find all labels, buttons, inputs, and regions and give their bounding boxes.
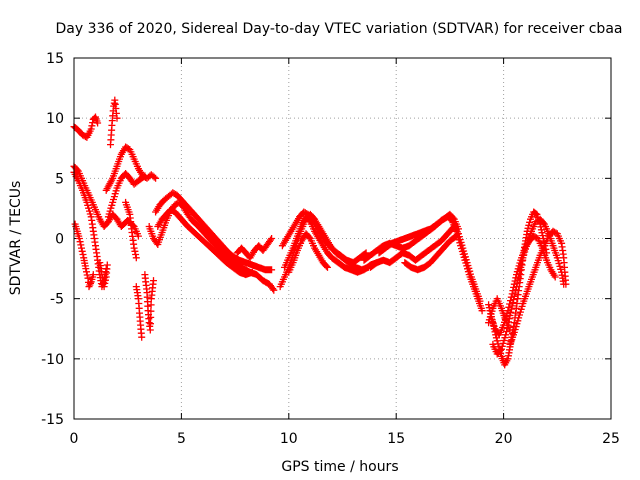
data-markers <box>366 223 484 305</box>
series-track-21 <box>366 223 484 305</box>
data-markers <box>487 232 559 339</box>
data-markers <box>485 295 514 334</box>
data-markers <box>122 198 140 262</box>
series-track-23 <box>401 232 460 274</box>
x-tick-label: 0 <box>70 431 79 447</box>
x-tick-label: 15 <box>387 431 405 447</box>
data-markers <box>278 208 370 267</box>
y-tick-label: 10 <box>46 111 64 127</box>
series-track-12 <box>145 198 278 294</box>
data-markers <box>70 113 102 141</box>
y-tick-label: -5 <box>50 292 64 308</box>
y-tick-label: 5 <box>55 171 64 187</box>
data-markers <box>71 220 97 291</box>
series-track-14 <box>154 206 256 279</box>
series-track-28 <box>485 295 514 334</box>
series-track-8 <box>104 170 149 221</box>
series-track-27 <box>506 227 570 348</box>
data-markers <box>141 271 157 334</box>
series-track-18 <box>278 208 370 267</box>
data-markers <box>152 189 276 274</box>
series-track-11 <box>141 271 157 334</box>
y-axis-label: SDTVAR / TECUs <box>8 181 24 296</box>
series-track-6 <box>107 96 121 149</box>
data-markers <box>375 210 462 257</box>
data-markers <box>285 230 331 276</box>
series-track-5 <box>96 259 111 291</box>
series-track-22 <box>375 210 462 257</box>
series-track-19 <box>285 230 331 276</box>
series-track-9 <box>122 198 140 262</box>
data-markers <box>401 232 460 274</box>
y-tick-label: 0 <box>55 232 64 248</box>
data-markers <box>145 198 278 294</box>
data-markers <box>506 227 570 348</box>
series-track-10 <box>132 283 146 341</box>
plot-frame <box>73 57 612 420</box>
y-tick-label: -10 <box>41 352 64 368</box>
x-tick-label: 5 <box>177 431 186 447</box>
y-tick-label: -15 <box>41 412 64 428</box>
series-track-15 <box>233 235 276 262</box>
series-track-13 <box>152 189 276 274</box>
x-tick-label: 20 <box>495 431 513 447</box>
series-track-4 <box>71 220 97 291</box>
series-track-7 <box>102 143 160 194</box>
x-axis-label: GPS time / hours <box>281 459 398 475</box>
data-markers <box>154 206 256 279</box>
data-markers <box>96 259 111 291</box>
series-track-26 <box>487 232 559 339</box>
data-markers <box>107 96 121 149</box>
data-markers <box>104 170 149 221</box>
data-markers <box>233 235 276 262</box>
chart-title: Day 336 of 2020, Sidereal Day-to-day VTE… <box>56 21 623 37</box>
series-track-17 <box>281 213 381 276</box>
data-markers <box>132 283 146 341</box>
y-tick-label: 15 <box>46 51 64 67</box>
series-track-1 <box>70 113 102 141</box>
data-layer <box>70 96 570 369</box>
x-tick-label: 10 <box>280 431 298 447</box>
x-tick-label: 25 <box>602 431 620 447</box>
data-markers <box>102 143 160 194</box>
data-markers <box>281 213 381 276</box>
